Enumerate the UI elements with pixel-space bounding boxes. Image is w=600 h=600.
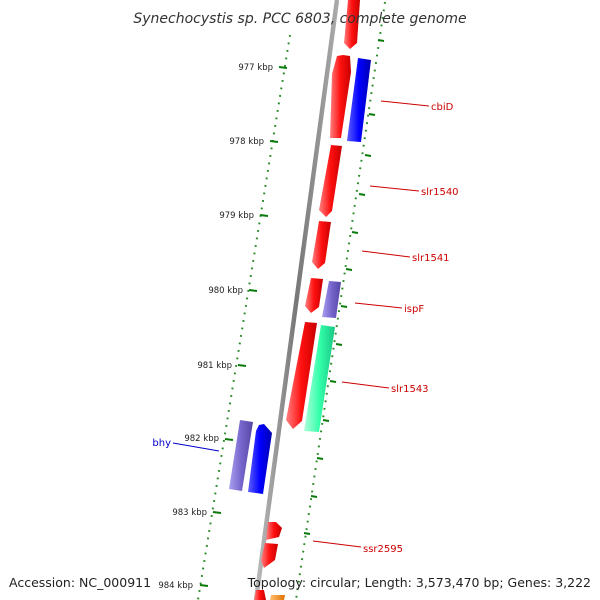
tick-guide-left [197,34,291,600]
genome-summary-text: Topology: circular; Length: 3,573,470 bp… [247,575,591,590]
gene-bottom-orange [270,595,285,600]
gene-ssr2595-red-b [261,543,278,568]
gene-bhy-blue [248,424,272,494]
gene-label-cbiD: cbiD [431,102,454,113]
gene-label-slr1541: slr1541 [412,253,450,264]
gene-cbiD-blue [347,58,371,142]
leader-slr1543 [341,381,390,389]
tick-mark-984 [199,584,209,587]
tick-mark-980 [248,289,258,292]
tick-label-982: 982 kbp [184,434,219,444]
tick-mark-981 [237,364,247,367]
gene-top-red [344,0,360,49]
leader-slr1540 [369,185,420,192]
tick-mark-979 [259,214,269,217]
tick-label-978: 978 kbp [229,137,264,147]
tick-label-979: 979 kbp [219,211,254,221]
genome-backbone [253,0,340,600]
leader-ssr2595 [312,540,362,548]
leader-bhy [172,442,220,452]
tick-mark-978 [269,140,279,143]
gene-slr1543-red [286,322,317,429]
tick-mark-977 [278,66,288,69]
tick-mark-982 [224,438,234,441]
leader-slr1541 [361,250,411,258]
genes [229,0,371,600]
tick-label-981: 981 kbp [197,361,232,371]
tick-label-980: 980 kbp [208,286,243,296]
gene-slr1540-red [319,145,342,217]
tick-label-983: 983 kbp [172,508,207,518]
tick-label-984: 984 kbp [158,581,193,591]
gene-label-ispF: ispF [404,304,424,315]
gene-label-bhy: bhy [152,438,171,449]
gene-label-slr1543: slr1543 [391,384,429,395]
leader-cbiD [380,100,430,107]
gene-label-ssr2595: ssr2595 [363,544,403,555]
gene-cbiD-red [330,55,351,138]
right-minor-ticks [303,39,385,535]
tick-mark-983 [212,511,222,514]
gene-slr1541-red [312,221,331,269]
gene-labels: cbiD slr1540 slr1541 ispF slr1543 bhy ss… [152,100,459,555]
tick-label-977: 977 kbp [238,63,273,73]
scale-ticks: 977 kbp 978 kbp 979 kbp 980 kbp 981 kbp … [158,63,288,591]
gene-ssr2595-red-a [266,522,282,540]
gene-ispF-red [305,278,323,313]
leader-ispF [354,302,403,309]
gene-slr1543-green [304,325,335,432]
map-title: Synechocystis sp. PCC 6803, complete gen… [133,11,466,27]
gene-ispF-purple [322,281,341,318]
accession-text: Accession: NC_000911 [9,575,151,590]
gene-label-slr1540: slr1540 [421,187,459,198]
gene-bhy-purple [229,420,253,491]
gene-bottom-red [254,590,266,600]
